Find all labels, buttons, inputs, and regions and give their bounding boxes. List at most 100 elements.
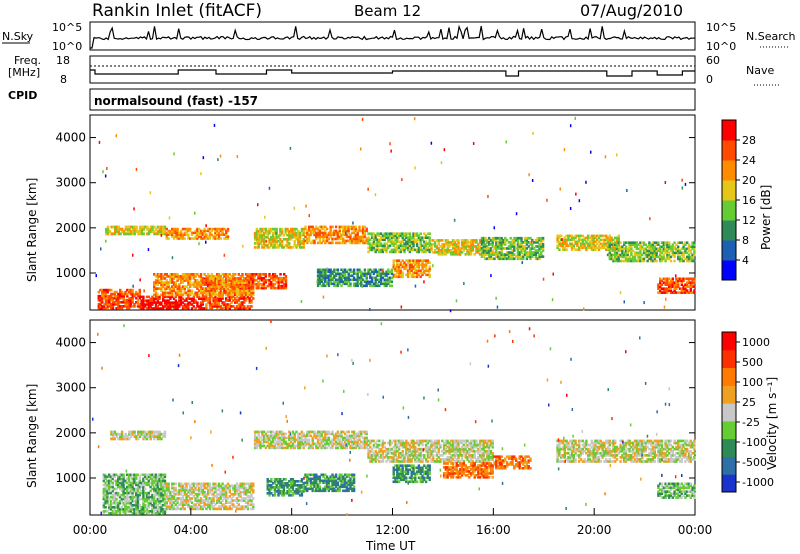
heatmap-cell — [415, 273, 419, 277]
heatmap-cell — [270, 240, 273, 243]
colorbar-swatch — [722, 260, 736, 281]
heatmap-cell — [223, 307, 226, 310]
heatmap-cell — [329, 233, 332, 237]
heatmap-cell — [531, 247, 534, 250]
heatmap-cell — [185, 275, 188, 278]
heatmap-cell — [205, 497, 208, 500]
heatmap-cell — [504, 238, 507, 242]
heatmap-cell — [605, 238, 608, 242]
heatmap-cell — [216, 279, 219, 282]
heatmap-cell — [244, 482, 248, 486]
heatmap-cell — [99, 288, 102, 292]
heatmap-cell — [316, 270, 320, 274]
heatmap-cell — [540, 243, 543, 246]
heatmap-cell — [541, 245, 545, 248]
heatmap-cell — [196, 229, 199, 233]
heatmap-cell — [160, 508, 163, 511]
heatmap-cell — [585, 242, 588, 246]
heatmap-cell — [210, 499, 213, 502]
heatmap-speck — [367, 187, 369, 191]
heatmap-cell — [112, 232, 115, 236]
heatmap-cell — [147, 510, 150, 513]
heatmap-cell — [165, 287, 168, 290]
heatmap-cell — [273, 227, 277, 231]
heatmap-cell — [680, 247, 683, 251]
heatmap-cell — [189, 301, 192, 304]
heatmap-cell — [333, 284, 336, 288]
heatmap-cell — [162, 291, 165, 295]
heatmap-cell — [122, 292, 125, 296]
heatmap-cell — [189, 505, 192, 509]
heatmap-cell — [216, 237, 219, 240]
heatmap-cell — [671, 251, 674, 255]
heatmap-cell — [115, 497, 118, 501]
heatmap-cell — [210, 293, 213, 297]
heatmap-cell — [572, 238, 575, 242]
heatmap-cell — [158, 230, 161, 233]
heatmap-cell — [232, 273, 235, 276]
heatmap-cell — [264, 280, 267, 284]
heatmap-cell — [140, 303, 143, 306]
heatmap-cell — [633, 253, 637, 257]
heatmap-cell — [163, 510, 167, 513]
heatmap-cell — [662, 287, 665, 290]
heatmap-cell — [142, 506, 145, 509]
heatmap-cell — [668, 277, 671, 281]
heatmap-cell — [153, 273, 156, 276]
heatmap-cell — [392, 267, 395, 271]
heatmap-cell — [687, 249, 691, 253]
heatmap-cell — [225, 501, 228, 504]
heatmap-cell — [523, 253, 527, 256]
heatmap-cell — [189, 227, 192, 231]
heatmap-cell — [522, 249, 525, 252]
heatmap-cell — [154, 479, 158, 483]
heatmap-cell — [468, 249, 471, 252]
heatmap-cell — [162, 283, 165, 286]
heatmap-cell — [410, 236, 413, 239]
heatmap-cell — [185, 492, 188, 496]
heatmap-cell — [541, 249, 545, 252]
heatmap-cell — [135, 499, 138, 503]
heatmap-cell — [203, 486, 206, 490]
heatmap-cell — [207, 488, 210, 492]
heatmap-cell — [677, 285, 680, 288]
heatmap-cell — [198, 233, 201, 236]
heatmap-cell — [158, 479, 161, 483]
heatmap-cell — [192, 297, 195, 300]
heatmap-cell — [135, 437, 138, 441]
power-colorbar-title: Power [dB] — [759, 185, 773, 250]
heatmap-cell — [239, 305, 242, 308]
heatmap-cell — [374, 268, 377, 272]
heatmap-cell — [361, 241, 365, 245]
heatmap-cell — [126, 437, 129, 441]
heatmap-cell — [372, 242, 376, 246]
heatmap-cell — [297, 238, 300, 241]
heatmap-cell — [469, 249, 473, 252]
heatmap-cell — [406, 240, 410, 244]
heatmap-cell — [442, 253, 446, 256]
heatmap-cell — [104, 497, 107, 501]
heatmap-cell — [243, 484, 246, 488]
heatmap-cell — [686, 283, 689, 286]
colorbar-label: 12 — [742, 214, 756, 227]
heatmap-cell — [131, 296, 134, 300]
heatmap-cell — [117, 307, 120, 310]
heatmap-cell — [216, 488, 219, 492]
heatmap-cell — [237, 283, 240, 286]
heatmap-cell — [320, 235, 323, 239]
heatmap-cell — [590, 240, 593, 244]
heatmap-cell — [198, 486, 201, 490]
heatmap-cell — [578, 234, 581, 238]
heatmap-cell — [255, 286, 258, 290]
heatmap-cell — [513, 243, 516, 246]
heatmap-cell — [394, 246, 397, 250]
heatmap-cell — [192, 293, 195, 297]
heatmap-cell — [205, 492, 208, 496]
heatmap-cell — [235, 507, 239, 511]
heatmap-cell — [131, 487, 134, 491]
heatmap-cell — [417, 236, 421, 239]
heatmap-cell — [630, 251, 633, 255]
heatmap-cell — [291, 227, 295, 231]
heatmap-cell — [410, 275, 413, 279]
heatmap-cell — [626, 253, 629, 257]
